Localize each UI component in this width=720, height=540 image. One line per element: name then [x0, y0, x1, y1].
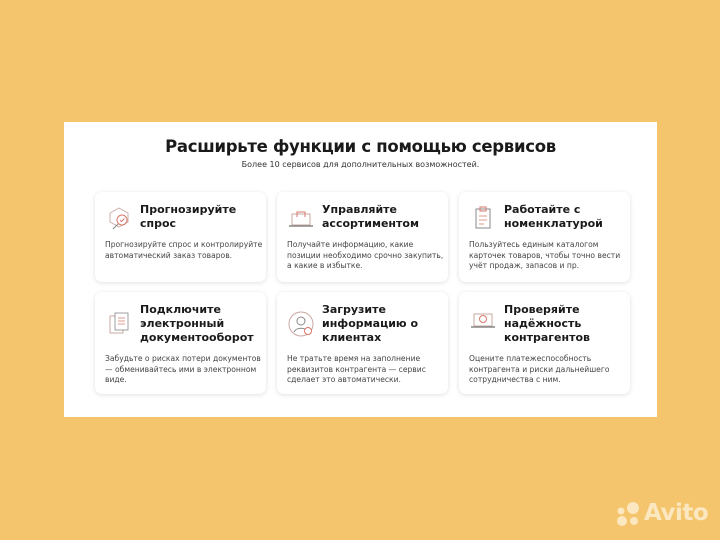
card-text: Прогнозируйте спрос и контролируйте авто…	[105, 240, 263, 260]
card-title: Подключите электронный документооборот	[140, 303, 254, 344]
avito-logo: Avito	[614, 500, 714, 530]
laptop-bag-icon	[289, 211, 313, 227]
laptop-check-icon	[471, 313, 495, 328]
card-forecast[interactable]: Прогнозируйте спрос Прогнозируйте спрос …	[95, 192, 266, 282]
avito-dots-icon	[617, 502, 639, 526]
page-title: Расширьте функции с помощью сервисов	[165, 137, 556, 156]
card-title: Работайте с номенклатурой	[504, 203, 603, 230]
card-title: Проверяйте надёжность контрагентов	[504, 303, 590, 344]
clipboard-check-icon	[475, 206, 491, 229]
logo-text: Avito	[644, 500, 709, 526]
card-title: Управляйте ассортиментом	[322, 203, 419, 230]
user-check-icon	[288, 311, 314, 337]
card-text: Не тратьте время на заполнение реквизито…	[287, 354, 426, 385]
forecast-box-magnifier-icon	[109, 207, 129, 230]
card-text: Пользуйтесь единым каталогом карточек то…	[469, 240, 621, 271]
card-clients[interactable]: Загрузите информацию о клиентах Не трать…	[277, 292, 448, 394]
documents-icon	[109, 312, 129, 334]
card-title: Загрузите информацию о клиентах	[322, 303, 419, 344]
card-text: Получайте информацию, какие позиции необ…	[287, 240, 444, 271]
card-edo[interactable]: Подключите электронный документооборот З…	[95, 292, 266, 394]
card-assortment[interactable]: Управляйте ассортиментом Получайте инфор…	[277, 192, 448, 282]
card-title: Прогнозируйте спрос	[140, 203, 237, 230]
card-counterparties[interactable]: Проверяйте надёжность контрагентов Оцени…	[459, 292, 630, 394]
card-nomenclature[interactable]: Работайте с номенклатурой Пользуйтесь ед…	[459, 192, 630, 282]
card-text: Оцените платежеспособность контрагента и…	[469, 354, 610, 385]
page-subtitle: Более 10 сервисов для дополнительных воз…	[241, 160, 480, 169]
card-text: Забудьте о рисках потери документов — об…	[105, 354, 261, 385]
services-panel: Расширьте функции с помощью сервисов Бол…	[64, 122, 657, 417]
